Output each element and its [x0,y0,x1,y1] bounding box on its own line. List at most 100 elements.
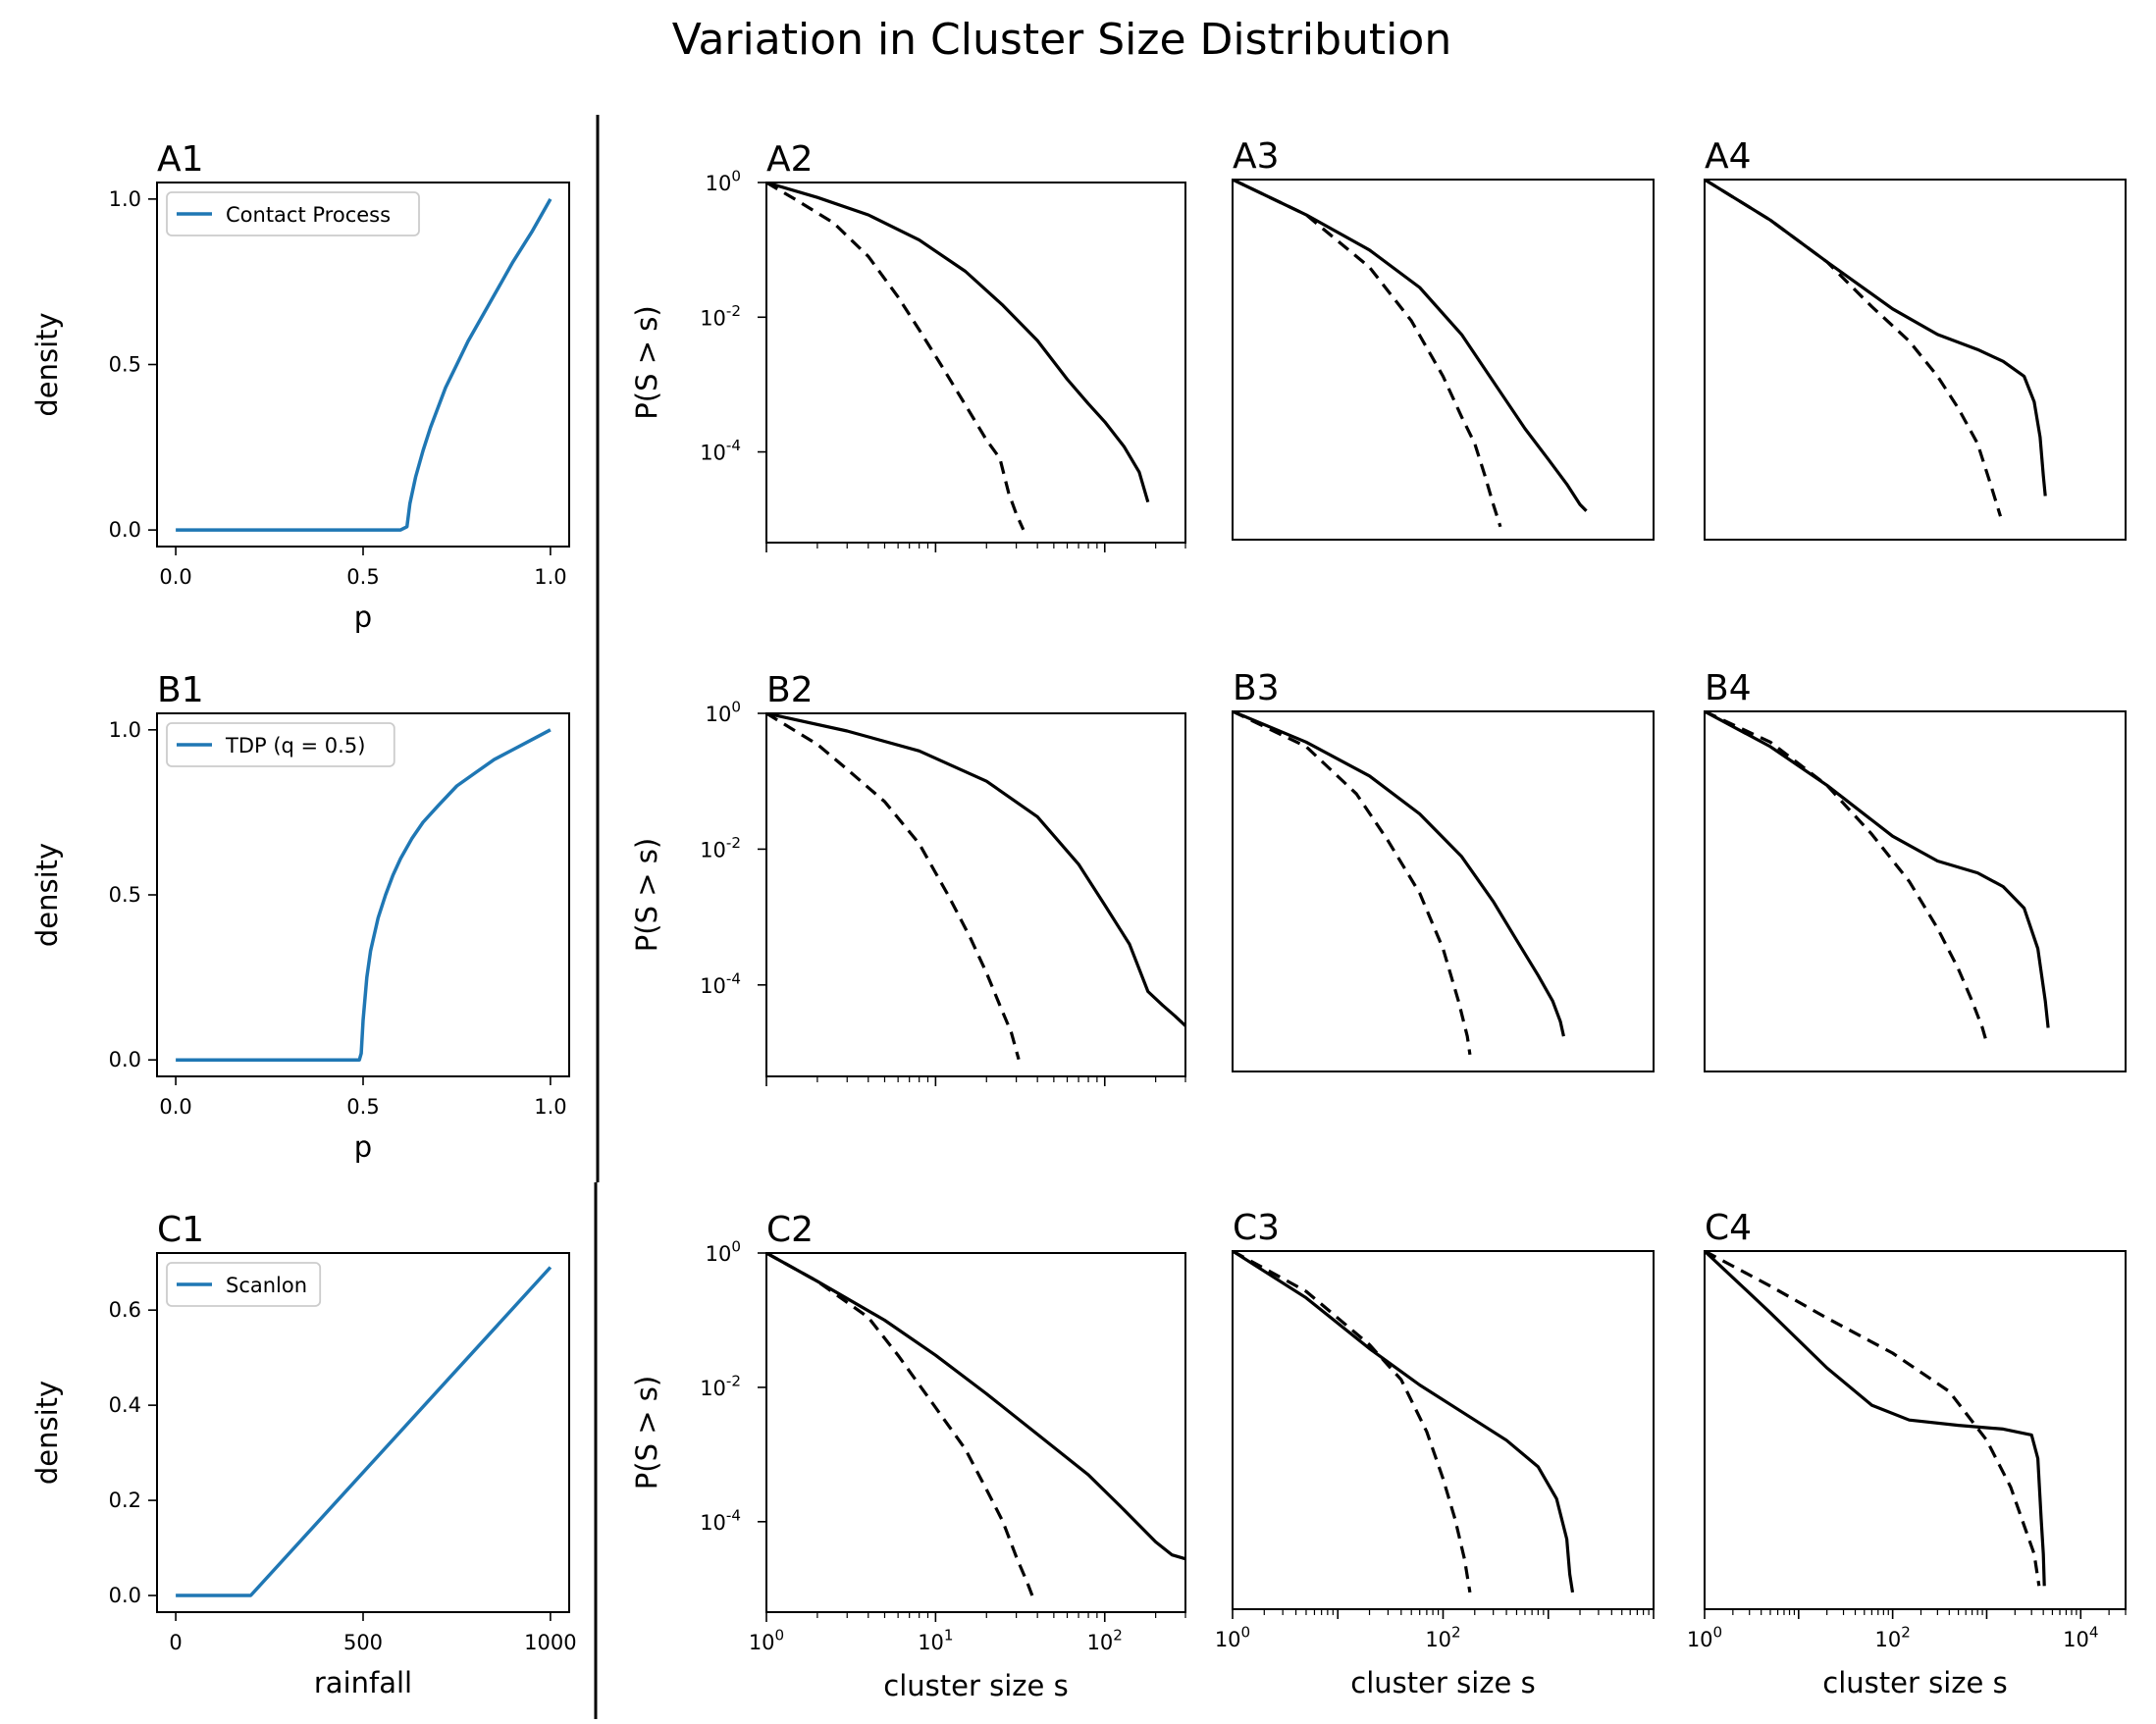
panel-title: C4 [1705,1208,1752,1248]
panel-title: C2 [766,1210,814,1250]
series-line-dashed-1 [766,1253,1035,1600]
y-tick-label: 100 [706,168,741,195]
plot-area [176,1266,552,1597]
plot-area [1233,1251,1575,1593]
panel-a1: A1 0.0 0.5 1.0 0.0 0.5 1.0 p density Contact Proc… [30,139,570,634]
series-line-solid-0 [1705,711,2050,1028]
series-line-dashed-1 [1233,180,1502,528]
figure-title: Variation in Cluster Size Distribution [672,15,1451,65]
legend-box [166,191,420,236]
plot-area [766,183,1150,531]
series-line-solid-0 [1233,180,1588,512]
plot-area [766,1253,1185,1600]
panel-c3: C3 100 102 cluster size s [1215,1208,1655,1699]
y-tick-label: 100 [706,699,741,726]
series-line-solid-0 [1705,180,2047,496]
panel-title: B3 [1233,668,1280,708]
plot-area [1705,711,2050,1044]
y-axis-label: density [30,843,64,947]
x-axis-label: p [354,1130,372,1164]
panel-title: B1 [157,670,204,710]
x-axis-label: rainfall [314,1666,412,1699]
legend-label: Scanlon [226,1274,307,1297]
x-tick-label: 102 [1874,1624,1910,1651]
series-line-dashed-1 [766,713,1021,1061]
panel-b3: B3 [1232,668,1655,1072]
x-tick-label: 0.0 [159,565,191,589]
legend-box [166,1262,322,1307]
x-tick-label: 500 [343,1631,383,1654]
series-line-dashed-1 [1233,711,1472,1056]
y-tick-label: 10-4 [700,1506,741,1534]
panel-title: C1 [157,1210,204,1250]
panel-title: B4 [1705,668,1752,708]
series-line-solid-0 [1233,1251,1575,1593]
x-tick-label: 1.0 [534,1095,566,1119]
series-line-solid-0 [176,728,552,1062]
panel-title: B2 [766,670,814,710]
legend-label: TDP (q = 0.5) [225,734,365,758]
legend: Scanlon [166,1262,322,1307]
x-tick-label: 1000 [524,1631,576,1654]
panel-title: A4 [1705,136,1752,177]
panel-b1: B1 0.0 0.5 1.0 0.0 0.5 1.0 p density TDP (q = 0.5… [30,670,570,1164]
plot-area [1705,1251,2046,1587]
y-axis-label: P(S > s) [630,1376,663,1489]
x-tick-label: 0 [169,1631,182,1654]
plot-area [1233,180,1588,528]
y-tick-label: 10-2 [700,834,741,862]
x-tick-label: 102 [1087,1627,1123,1654]
axes-frame [765,1252,1186,1613]
series-line-dashed-1 [1705,180,2003,517]
axes-frame [765,712,1186,1077]
axes-frame [1232,710,1655,1072]
series-line-solid-0 [176,198,552,532]
x-tick-label: 100 [1215,1624,1250,1651]
panel-c2: C2 100 10-2 10-4 100 101 102 cluster size s P(S … [630,1210,1186,1702]
plot-area [176,198,552,532]
panel-title: A3 [1233,136,1280,177]
series-line-dashed-1 [1233,1251,1472,1593]
y-tick-label: 10-2 [700,302,741,330]
y-axis-label: P(S > s) [630,838,663,952]
plot-area [176,728,552,1062]
series-line-dashed-1 [1705,1251,2041,1587]
series-line-solid-0 [766,183,1150,503]
axes-frame [1704,710,2127,1072]
series-line-dashed-1 [766,183,1025,531]
y-tick-label: 1.0 [109,718,141,742]
x-axis-label: cluster size s [883,1669,1068,1702]
x-axis-label: p [354,601,372,634]
plot-area [766,713,1185,1061]
axes-frame [765,182,1186,544]
x-tick-label: 0.0 [159,1095,191,1119]
panel-b4: B4 [1704,668,2127,1072]
y-tick-label: 10-4 [700,437,741,464]
plot-area [1705,180,2047,517]
x-tick-label: 102 [1425,1624,1460,1651]
x-tick-label: 0.5 [346,565,379,589]
panel-b2: B2 100 10-2 10-4 P(S > s) [630,670,1186,1086]
series-line-solid-0 [1705,1251,2046,1587]
legend-box [166,722,395,767]
axes-frame [1232,179,1655,541]
x-tick-label: 1.0 [534,565,566,589]
legend: Contact Process [166,191,420,236]
y-tick-label: 0.0 [109,1584,141,1607]
x-axis-label: cluster size s [1350,1666,1535,1699]
y-tick-label: 0.5 [109,353,141,377]
y-axis-label: density [30,1381,64,1485]
panel-a2: A2 100 10-2 10-4 P(S > s) [630,139,1186,552]
x-axis-label: cluster size s [1822,1666,2007,1699]
y-tick-label: 10-4 [700,969,741,997]
panel-title: A2 [766,139,814,180]
panel-c4: C4 100 102 104 cluster size s [1687,1208,2127,1699]
panel-c1: C1 0 500 1000 0.0 0.2 0.4 0.6 rainfall density Sca… [30,1210,577,1699]
series-line-dashed-1 [1705,711,1989,1044]
y-tick-label: 0.2 [109,1489,141,1512]
legend-label: Contact Process [226,203,391,227]
series-line-solid-0 [766,713,1185,1027]
y-tick-label: 10-2 [700,1372,741,1399]
legend: TDP (q = 0.5) [166,722,395,767]
